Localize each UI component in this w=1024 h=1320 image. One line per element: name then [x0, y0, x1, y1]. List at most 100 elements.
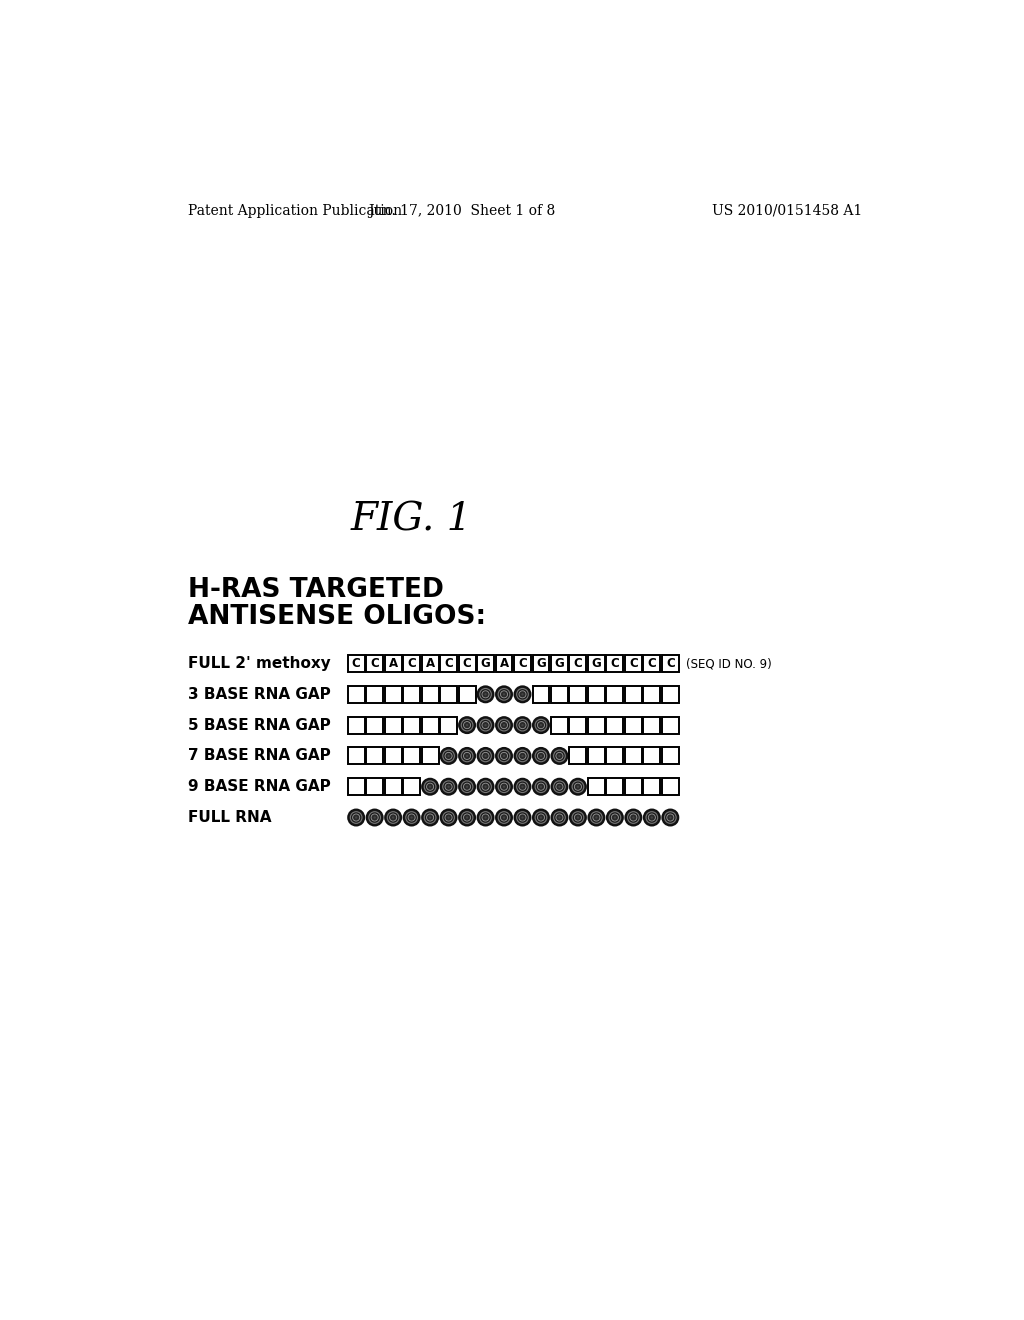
- Bar: [348, 686, 365, 702]
- Circle shape: [551, 748, 567, 764]
- Bar: [588, 747, 605, 764]
- Circle shape: [538, 783, 545, 791]
- Circle shape: [556, 814, 563, 821]
- Circle shape: [611, 814, 618, 821]
- Circle shape: [521, 723, 523, 726]
- Circle shape: [422, 779, 438, 795]
- Circle shape: [650, 816, 653, 818]
- Circle shape: [445, 814, 453, 821]
- Bar: [459, 655, 475, 672]
- Bar: [606, 747, 624, 764]
- Bar: [662, 655, 679, 672]
- Circle shape: [532, 809, 549, 825]
- Circle shape: [540, 816, 542, 818]
- Circle shape: [577, 785, 580, 788]
- Circle shape: [403, 809, 420, 825]
- Circle shape: [554, 781, 565, 792]
- Bar: [606, 655, 624, 672]
- Circle shape: [519, 752, 526, 759]
- Circle shape: [517, 812, 528, 824]
- Bar: [422, 747, 438, 764]
- Circle shape: [484, 785, 486, 788]
- Circle shape: [499, 750, 510, 762]
- Circle shape: [569, 809, 586, 825]
- Circle shape: [540, 755, 542, 758]
- Text: Jun. 17, 2010  Sheet 1 of 8: Jun. 17, 2010 Sheet 1 of 8: [368, 203, 555, 218]
- Text: 3 BASE RNA GAP: 3 BASE RNA GAP: [188, 686, 331, 702]
- Circle shape: [461, 719, 473, 731]
- Circle shape: [442, 812, 455, 824]
- Circle shape: [569, 779, 586, 795]
- Bar: [643, 686, 660, 702]
- Circle shape: [461, 781, 473, 792]
- Circle shape: [429, 785, 431, 788]
- Circle shape: [589, 809, 604, 825]
- Circle shape: [482, 783, 489, 791]
- Text: C: C: [647, 657, 656, 671]
- Bar: [459, 686, 475, 702]
- Circle shape: [644, 809, 659, 825]
- Bar: [588, 686, 605, 702]
- Bar: [606, 686, 624, 702]
- Circle shape: [389, 814, 396, 821]
- Circle shape: [496, 779, 512, 795]
- Circle shape: [499, 812, 510, 824]
- Bar: [440, 717, 457, 734]
- Circle shape: [632, 816, 635, 818]
- Circle shape: [595, 816, 598, 818]
- Text: H-RAS TARGETED: H-RAS TARGETED: [188, 577, 444, 603]
- Circle shape: [503, 693, 505, 696]
- Circle shape: [442, 781, 455, 792]
- Circle shape: [350, 812, 362, 824]
- Circle shape: [422, 809, 438, 825]
- Circle shape: [387, 812, 399, 824]
- Circle shape: [532, 717, 549, 733]
- Circle shape: [556, 752, 563, 759]
- Circle shape: [646, 812, 657, 824]
- Bar: [606, 779, 624, 795]
- Bar: [569, 747, 587, 764]
- Bar: [348, 655, 365, 672]
- Circle shape: [479, 689, 492, 700]
- Bar: [367, 779, 383, 795]
- Circle shape: [521, 755, 523, 758]
- Circle shape: [558, 816, 561, 818]
- Circle shape: [427, 783, 433, 791]
- Circle shape: [538, 752, 545, 759]
- Circle shape: [496, 809, 512, 825]
- Circle shape: [499, 781, 510, 792]
- Circle shape: [665, 812, 676, 824]
- Circle shape: [466, 785, 468, 788]
- Circle shape: [447, 816, 450, 818]
- Circle shape: [663, 809, 679, 825]
- Circle shape: [424, 812, 436, 824]
- Circle shape: [501, 783, 508, 791]
- Circle shape: [519, 814, 526, 821]
- Bar: [440, 655, 457, 672]
- Bar: [367, 747, 383, 764]
- Bar: [588, 717, 605, 734]
- Circle shape: [517, 750, 528, 762]
- Circle shape: [355, 816, 357, 818]
- Circle shape: [503, 816, 505, 818]
- Circle shape: [459, 717, 475, 733]
- Circle shape: [501, 752, 508, 759]
- Circle shape: [519, 722, 526, 729]
- Circle shape: [667, 814, 674, 821]
- Circle shape: [536, 781, 547, 792]
- Circle shape: [484, 816, 486, 818]
- Text: 9 BASE RNA GAP: 9 BASE RNA GAP: [188, 779, 331, 795]
- Circle shape: [459, 809, 475, 825]
- Circle shape: [367, 809, 383, 825]
- Text: A: A: [500, 657, 509, 671]
- Circle shape: [521, 785, 523, 788]
- Circle shape: [429, 816, 431, 818]
- Bar: [496, 655, 512, 672]
- Text: FIG. 1: FIG. 1: [351, 502, 472, 539]
- Bar: [385, 717, 401, 734]
- Text: C: C: [629, 657, 638, 671]
- Bar: [551, 686, 568, 702]
- Circle shape: [536, 750, 547, 762]
- Bar: [403, 655, 420, 672]
- Circle shape: [440, 748, 457, 764]
